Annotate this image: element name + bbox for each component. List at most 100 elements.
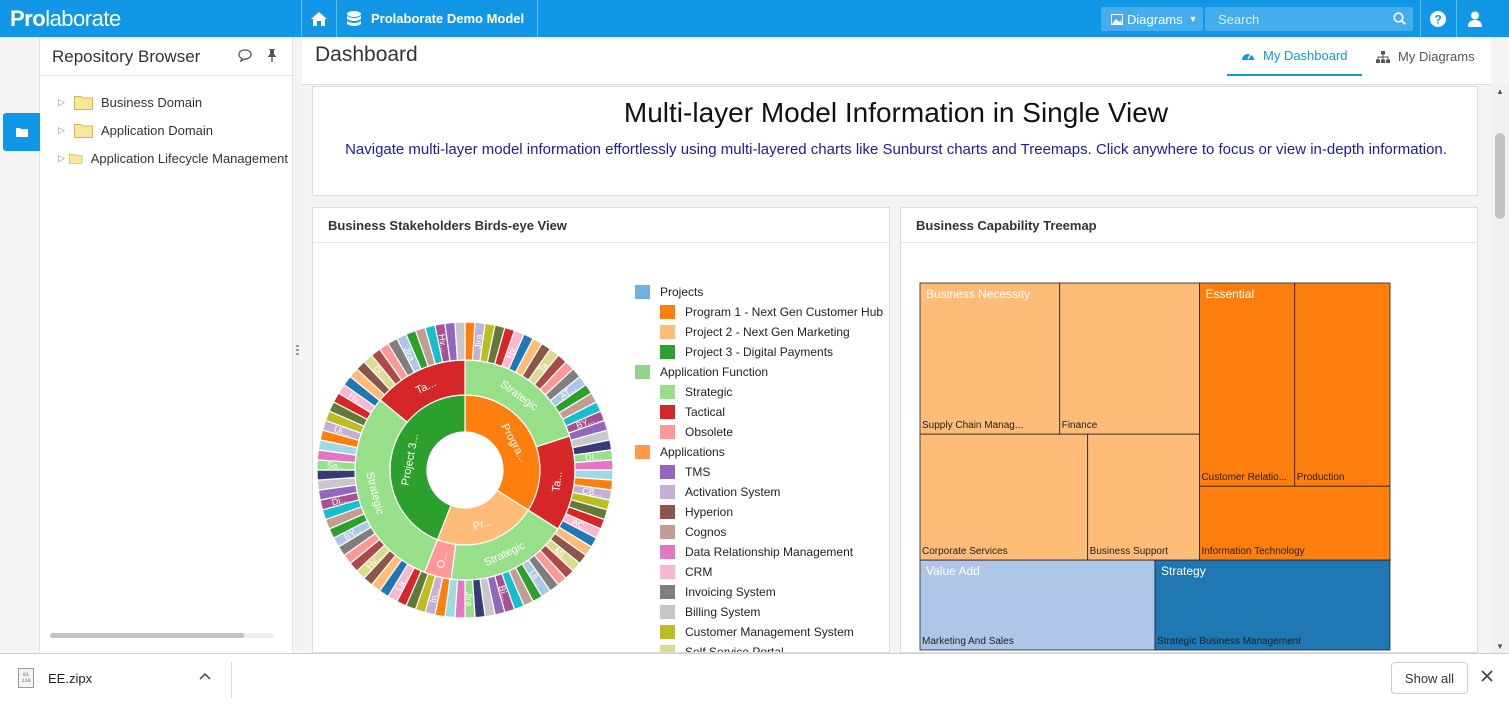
database-icon bbox=[347, 10, 361, 26]
tab-my-diagrams[interactable]: My Diagrams bbox=[1376, 37, 1475, 76]
legend-item[interactable]: Application Function bbox=[635, 362, 883, 382]
scrollbar-thumb[interactable] bbox=[1495, 133, 1505, 219]
treemap-cell-label: Customer Relatio... bbox=[1201, 472, 1287, 483]
tree-item-application-lifecycle[interactable]: ▷ Application Lifecycle Management bbox=[58, 148, 288, 168]
app-logo[interactable]: Prolaborate bbox=[10, 6, 121, 31]
folder-icon bbox=[15, 128, 28, 137]
expand-arrow-icon[interactable]: ▷ bbox=[58, 124, 65, 135]
vertical-scrollbar[interactable]: ▲ ▼ bbox=[1491, 85, 1509, 653]
treemap-cell[interactable] bbox=[1087, 433, 1200, 561]
search-input[interactable] bbox=[1205, 7, 1413, 31]
treemap-cell[interactable] bbox=[1199, 485, 1391, 561]
legend-swatch bbox=[660, 645, 675, 652]
sunburst-chart[interactable]: Progra...Pr...Project 3...StrategicTa...… bbox=[313, 243, 633, 653]
legend-item[interactable]: Project 3 - Digital Payments bbox=[635, 342, 883, 362]
legend-item[interactable]: Strategic bbox=[635, 382, 883, 402]
tree-item-label: Business Domain bbox=[101, 94, 203, 110]
divider bbox=[901, 242, 1477, 243]
legend-label: Cognos bbox=[685, 525, 727, 539]
comment-icon[interactable] bbox=[238, 49, 252, 62]
legend-item[interactable]: Hyperion bbox=[635, 502, 883, 522]
legend-swatch bbox=[635, 285, 650, 299]
legend-item[interactable]: Obsolete bbox=[635, 422, 883, 442]
legend-label: Project 2 - Next Gen Marketing bbox=[685, 325, 850, 339]
image-icon bbox=[1111, 13, 1123, 25]
close-icon[interactable] bbox=[1480, 669, 1494, 683]
legend-swatch bbox=[660, 545, 675, 559]
sunburst-outer-segment-label: Jira bbox=[464, 592, 474, 607]
scrollbar-thumb[interactable] bbox=[50, 633, 244, 638]
horizontal-scrollbar[interactable] bbox=[50, 633, 274, 638]
folder-icon bbox=[74, 123, 93, 138]
legend-item[interactable]: Activation System bbox=[635, 482, 883, 502]
treemap-cell-label: Strategic Business Management bbox=[1157, 636, 1301, 647]
search-icon[interactable] bbox=[1393, 12, 1406, 25]
sunburst-middle-segment-label: Ta... bbox=[550, 471, 565, 493]
repository-browser: Repository Browser ▷ Business Domain ▷ A… bbox=[40, 37, 293, 653]
folder-icon bbox=[74, 95, 93, 110]
treemap-cell[interactable] bbox=[1059, 282, 1200, 435]
treemap-cell[interactable] bbox=[919, 559, 1156, 651]
legend-item[interactable]: Customer Management System bbox=[635, 622, 883, 642]
show-all-button[interactable]: Show all bbox=[1391, 662, 1468, 694]
grip-icon[interactable] bbox=[296, 345, 299, 357]
treemap-cell[interactable] bbox=[1294, 282, 1391, 487]
scroll-up-icon[interactable]: ▲ bbox=[1496, 87, 1504, 96]
chevron-up-icon[interactable] bbox=[198, 671, 212, 681]
divider bbox=[1456, 0, 1457, 37]
legend-item[interactable]: Billing System bbox=[635, 602, 883, 622]
legend-label: Program 1 - Next Gen Customer Hub bbox=[685, 305, 884, 319]
tree-item-application-domain[interactable]: ▷ Application Domain bbox=[58, 120, 288, 140]
pin-icon[interactable] bbox=[266, 49, 278, 62]
download-bar: 01 110 EE.zipx Show all bbox=[0, 653, 1509, 706]
dashboard-header: Dashboard My Dashboard My Diagrams bbox=[302, 37, 1491, 85]
treemap-cell[interactable] bbox=[1154, 559, 1391, 651]
expand-arrow-icon[interactable]: ▷ bbox=[58, 152, 65, 163]
legend-label: CRM bbox=[685, 565, 713, 579]
download-filename: EE.zipx bbox=[48, 670, 93, 686]
home-button[interactable] bbox=[302, 0, 336, 37]
legend-swatch bbox=[660, 525, 675, 539]
legend-swatch bbox=[635, 365, 650, 379]
model-selector[interactable]: Prolaborate Demo Model bbox=[337, 0, 537, 37]
legend-item[interactable]: Project 2 - Next Gen Marketing bbox=[635, 322, 883, 342]
repository-tab[interactable] bbox=[3, 113, 40, 151]
treemap-chart[interactable]: Supply Chain Manag... Finance Corporate Se… bbox=[901, 243, 1478, 653]
divider bbox=[1420, 0, 1421, 37]
sunburst-inner-segment-label: Pr... bbox=[472, 516, 494, 533]
legend-label: Applications bbox=[660, 445, 725, 459]
user-button[interactable] bbox=[1460, 0, 1490, 37]
treemap-cell-label: Production bbox=[1297, 472, 1345, 483]
diagrams-dropdown[interactable]: Diagrams ▼ bbox=[1101, 7, 1203, 31]
legend-item[interactable]: CRM bbox=[635, 562, 883, 582]
treemap-cell-label: Corporate Services bbox=[922, 546, 1008, 557]
legend-swatch bbox=[635, 445, 650, 459]
legend-item[interactable]: Program 1 - Next Gen Customer Hub bbox=[635, 302, 883, 322]
expand-arrow-icon[interactable]: ▷ bbox=[58, 96, 65, 107]
legend-item[interactable]: Self Service Portal bbox=[635, 642, 883, 652]
legend-item[interactable]: Projects bbox=[635, 282, 883, 302]
treemap-cell[interactable] bbox=[919, 282, 1061, 435]
sunburst-middle-segment-label: O... bbox=[435, 550, 451, 570]
tree-item-business-domain[interactable]: ▷ Business Domain bbox=[58, 92, 288, 112]
download-item[interactable]: 01 110 EE.zipx bbox=[18, 668, 92, 688]
panel-splitter[interactable] bbox=[293, 37, 302, 653]
tab-my-dashboard[interactable]: My Dashboard bbox=[1227, 37, 1362, 76]
legend-item[interactable]: Cognos bbox=[635, 522, 883, 542]
legend-item[interactable]: Tactical bbox=[635, 402, 883, 422]
legend-item[interactable]: Applications bbox=[635, 442, 883, 462]
help-button[interactable]: ? bbox=[1423, 0, 1453, 37]
dashboard-icon bbox=[1242, 53, 1254, 60]
legend-swatch bbox=[660, 385, 675, 399]
treemap-cell[interactable] bbox=[919, 433, 1089, 561]
legend-item[interactable]: Data Relationship Management bbox=[635, 542, 883, 562]
treemap-group-label: Value Add bbox=[926, 564, 980, 578]
treemap-cell[interactable] bbox=[1199, 282, 1296, 487]
sunburst-outer-segment[interactable] bbox=[454, 321, 466, 361]
scroll-down-icon[interactable]: ▼ bbox=[1496, 642, 1504, 651]
legend-item[interactable]: TMS bbox=[635, 462, 883, 482]
legend-swatch bbox=[660, 465, 675, 479]
banner-title: Multi-layer Model Information in Single … bbox=[623, 97, 1169, 128]
legend-item[interactable]: Invoicing System bbox=[635, 582, 883, 602]
